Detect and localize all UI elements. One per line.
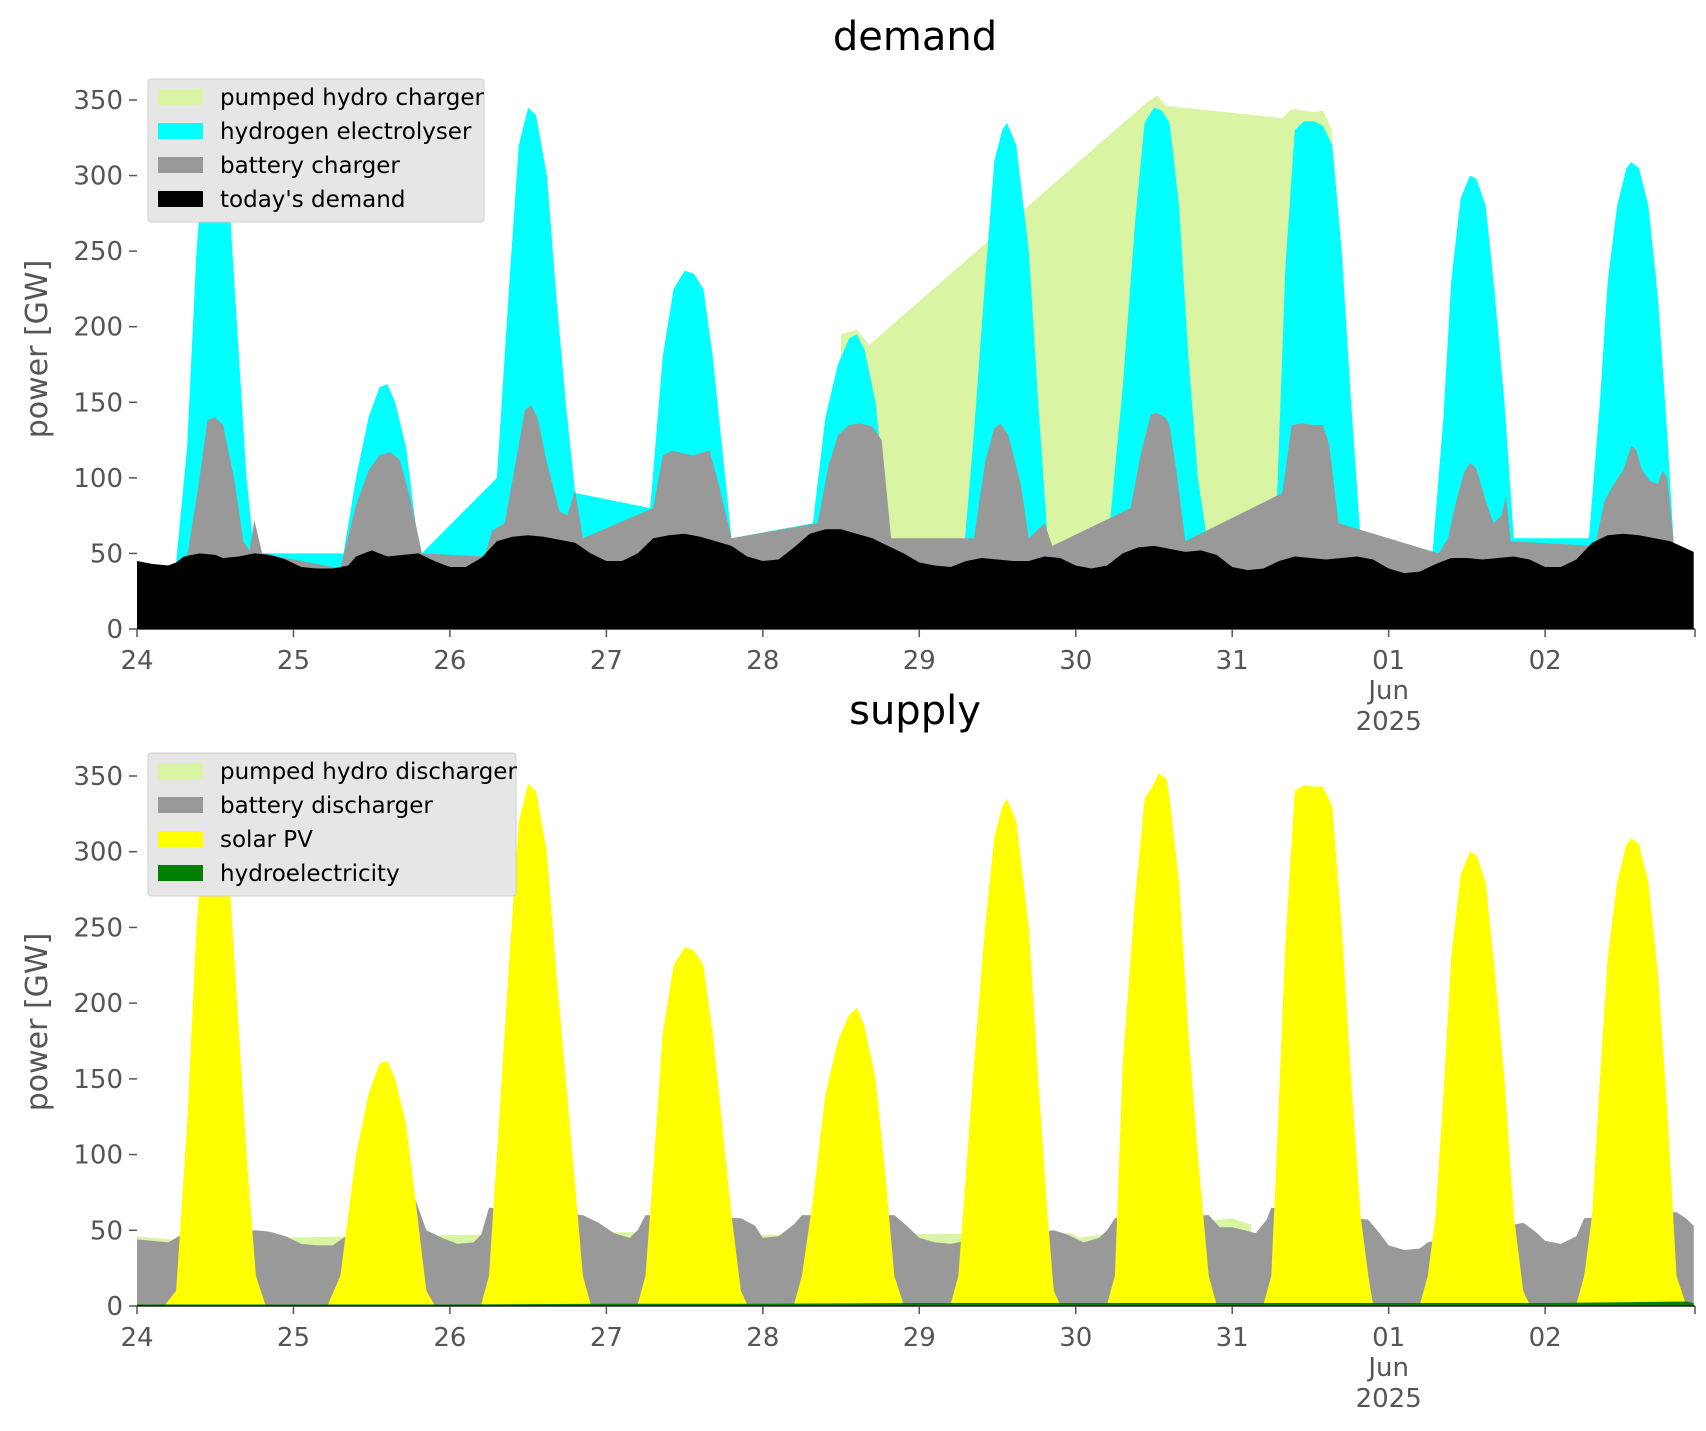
demand-x-year-label: 2025: [1356, 707, 1422, 737]
demand-x-tick-label: 02: [1529, 646, 1562, 676]
supply-x-tick-label: 29: [903, 1323, 936, 1353]
supply-y-tick-label: 250: [73, 913, 123, 943]
supply-y-tick-label: 0: [106, 1292, 123, 1322]
demand-legend-box: [147, 78, 485, 223]
legend-swatch-todays-demand: [158, 191, 203, 207]
supply-y-tick-label: 300: [73, 838, 123, 868]
demand-x-tick-label: 29: [903, 646, 936, 676]
legend-label-todays-demand: today's demand: [220, 187, 405, 213]
demand-y-tick-label: 300: [73, 162, 123, 192]
demand-x-tick-label: 25: [277, 646, 310, 676]
supply-legend-box: [147, 752, 517, 897]
demand-title: demand: [833, 14, 997, 60]
demand-panel: demand 0 50 100 150 200 250 300 350 24 25 26 27 28 29…: [20, 14, 1696, 737]
supply-legend: pumped hydro discharger battery discharg…: [147, 752, 517, 897]
demand-x-tick-label: 27: [590, 646, 623, 676]
supply-x-tick-label: 28: [746, 1323, 779, 1353]
legend-label-pumped-hydro-discharger: pumped hydro discharger: [220, 759, 517, 785]
demand-y-tick-label: 0: [106, 615, 123, 645]
supply-ylabel: power [GW]: [20, 933, 55, 1112]
legend-swatch-battery-discharger: [158, 797, 203, 813]
legend-swatch-hydroelectricity: [158, 865, 203, 881]
demand-y-tick-label: 50: [90, 539, 123, 569]
demand-x-tick-label: 28: [746, 646, 779, 676]
demand-y-tick-label: 150: [73, 388, 123, 418]
legend-swatch-pumped-hydro-discharger: [158, 763, 203, 779]
demand-x-tick-label: 26: [433, 646, 466, 676]
legend-label-solar-pv: solar PV: [220, 827, 313, 853]
supply-y-tick-label: 150: [73, 1065, 123, 1095]
supply-x-tick-label: 26: [433, 1323, 466, 1353]
supply-areas: [137, 773, 1694, 1306]
demand-y-tick-label: 350: [73, 86, 123, 116]
supply-x-tick-label: 30: [1059, 1323, 1092, 1353]
demand-y-tick-label: 200: [73, 313, 123, 343]
supply-x-tick-label: 02: [1529, 1323, 1562, 1353]
supply-y-tick-label: 200: [73, 989, 123, 1019]
supply-x-tick-label: 27: [590, 1323, 623, 1353]
supply-y-tick-label: 50: [90, 1216, 123, 1246]
demand-legend: pumped hydro charger hydrogen electrolys…: [147, 78, 485, 223]
supply-title: supply: [849, 688, 981, 734]
demand-areas: [137, 95, 1694, 630]
demand-axes: 0 50 100 150 200 250 300 350 24 25 26 27 28 29 30 31 01 0…: [73, 86, 1696, 737]
supply-x-tick-label: 31: [1216, 1323, 1249, 1353]
supply-y-tick-label: 100: [73, 1141, 123, 1171]
legend-label-hydroelectricity: hydroelectricity: [220, 861, 400, 887]
supply-axes: 0 50 100 150 200 250 300 350 24 25 26 27 28 29 30 31 01 0…: [73, 762, 1696, 1414]
demand-area-pumped-hydro-charger: [841, 95, 1333, 629]
legend-swatch-hydrogen-electrolyser: [158, 123, 203, 139]
supply-x-month-label: Jun: [1366, 1353, 1409, 1383]
demand-ylabel: power [GW]: [20, 260, 55, 439]
supply-area-hydroelectricity: [137, 1301, 1694, 1306]
legend-swatch-pumped-hydro-charger: [158, 89, 203, 105]
legend-label-battery-charger: battery charger: [220, 153, 400, 179]
demand-x-month-label: Jun: [1366, 676, 1409, 706]
legend-label-hydrogen-electrolyser: hydrogen electrolyser: [220, 119, 472, 145]
supply-x-tick-label: 25: [277, 1323, 310, 1353]
demand-x-tick-label: 31: [1216, 646, 1249, 676]
legend-swatch-battery-charger: [158, 157, 203, 173]
demand-x-tick-label: 24: [120, 646, 153, 676]
legend-swatch-solar-pv: [158, 831, 203, 847]
supply-x-tick-label: 01: [1372, 1323, 1405, 1353]
supply-x-tick-label: 24: [120, 1323, 153, 1353]
legend-label-pumped-hydro-charger: pumped hydro charger: [220, 85, 484, 111]
supply-area-solar-pv: [165, 773, 1686, 1306]
demand-x-tick-label: 01: [1372, 646, 1405, 676]
legend-label-battery-discharger: battery discharger: [220, 793, 433, 819]
supply-x-year-label: 2025: [1356, 1384, 1422, 1414]
supply-panel: supply 0 50 100 150 200 250 300 350 24 25 26 27 28 29…: [20, 688, 1696, 1414]
demand-area-today-s-demand: [137, 529, 1694, 629]
demand-y-tick-label: 100: [73, 464, 123, 494]
demand-x-tick-label: 30: [1059, 646, 1092, 676]
demand-y-tick-label: 250: [73, 237, 123, 267]
supply-y-tick-label: 350: [73, 762, 123, 792]
